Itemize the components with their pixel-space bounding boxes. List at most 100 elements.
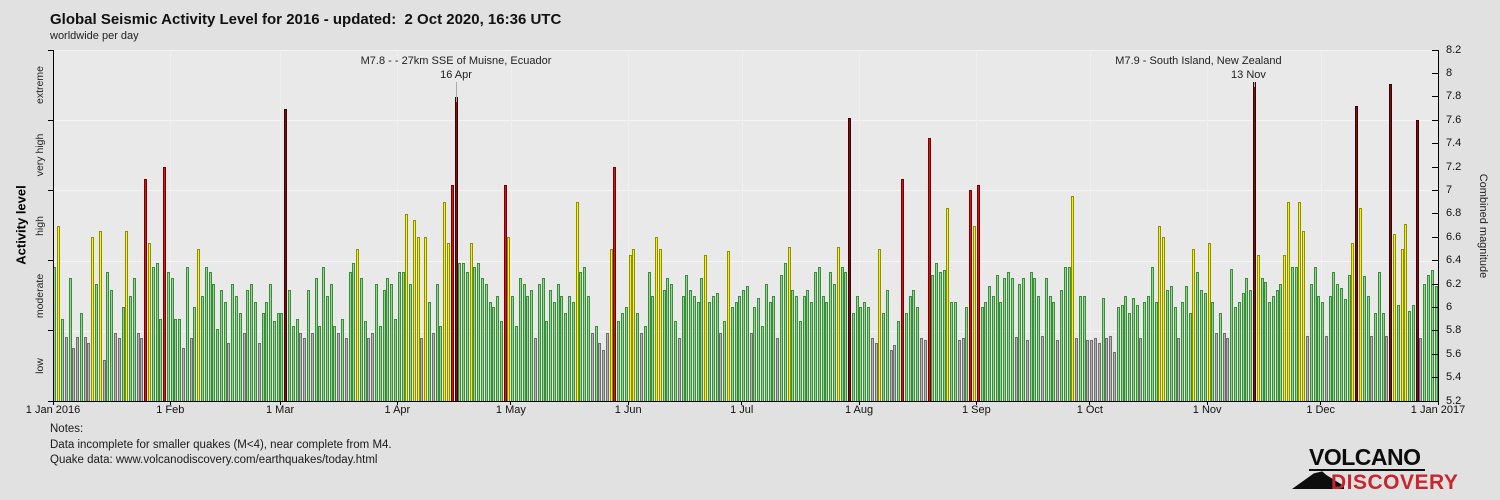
day-bar bbox=[666, 278, 670, 401]
day-bar bbox=[935, 262, 939, 401]
day-bar bbox=[1075, 337, 1079, 401]
day-bar bbox=[1226, 337, 1230, 401]
logo-underline bbox=[1309, 469, 1425, 471]
day-bar bbox=[204, 266, 208, 401]
day-bar bbox=[1374, 313, 1378, 401]
x-tick-label: 1 May bbox=[495, 404, 526, 416]
bottom-axis-line bbox=[53, 401, 1439, 402]
month-gridline bbox=[280, 50, 282, 401]
day-bar bbox=[314, 278, 318, 401]
day-bar bbox=[397, 272, 401, 401]
day-bar bbox=[446, 243, 450, 401]
day-bar bbox=[938, 272, 942, 401]
day-bar bbox=[1324, 335, 1328, 401]
x-tick-label: 1 Apr bbox=[384, 404, 411, 416]
day-bar bbox=[961, 337, 965, 401]
day-bar bbox=[844, 272, 848, 401]
right-axis-tick bbox=[1432, 143, 1439, 145]
day-bar bbox=[1358, 208, 1362, 401]
month-gridline bbox=[1089, 50, 1091, 401]
x-axis-tick bbox=[1206, 401, 1208, 405]
day-bar bbox=[1033, 278, 1037, 401]
x-tick-label: 1 Dec bbox=[1306, 404, 1336, 416]
day-bar bbox=[1256, 254, 1260, 401]
day-bar bbox=[549, 289, 553, 401]
day-bar bbox=[242, 333, 246, 401]
month-gridline bbox=[1320, 50, 1322, 401]
day-bar bbox=[749, 333, 753, 401]
day-bar bbox=[897, 321, 901, 401]
day-bar bbox=[469, 243, 473, 401]
day-bar bbox=[893, 344, 897, 401]
day-bar bbox=[541, 278, 545, 401]
day-bar bbox=[976, 184, 980, 401]
day-bar bbox=[1411, 305, 1415, 401]
day-bar bbox=[734, 301, 738, 401]
x-tick-label: 1 Jan 2017 bbox=[1410, 404, 1466, 416]
day-bar bbox=[723, 321, 727, 401]
day-bar bbox=[356, 248, 360, 401]
day-bar bbox=[745, 286, 749, 401]
gridline bbox=[53, 330, 1438, 332]
annotation-connector-line bbox=[1253, 82, 1255, 87]
day-bar bbox=[1014, 336, 1018, 401]
day-bar bbox=[624, 307, 628, 401]
day-bar bbox=[83, 336, 87, 401]
day-bar bbox=[91, 237, 95, 401]
day-bar bbox=[310, 333, 314, 401]
day-bar bbox=[1275, 289, 1279, 401]
day-bar bbox=[401, 272, 405, 401]
day-bar bbox=[1094, 337, 1098, 401]
annotation-event-label: M7.9 - South Island, New Zealand bbox=[1115, 55, 1282, 67]
day-bar bbox=[1355, 106, 1359, 401]
day-bar bbox=[496, 295, 500, 401]
right-axis-tick bbox=[1432, 166, 1439, 168]
day-bar bbox=[643, 326, 647, 401]
day-bar bbox=[1154, 301, 1158, 401]
right-axis-tick bbox=[1432, 377, 1439, 379]
day-bar bbox=[730, 307, 734, 401]
day-bar bbox=[874, 342, 878, 401]
day-bar bbox=[674, 321, 677, 401]
day-bar bbox=[814, 272, 817, 401]
day-bar bbox=[1366, 295, 1370, 401]
volcanodiscovery-logo: VOLCANO DISCOVERY bbox=[1292, 444, 1467, 496]
day-bar bbox=[1309, 284, 1313, 401]
day-bar bbox=[1063, 266, 1067, 401]
day-bar bbox=[768, 301, 772, 401]
day-bar bbox=[276, 313, 280, 401]
day-bar bbox=[337, 333, 341, 401]
month-gridline bbox=[859, 50, 861, 401]
day-bar bbox=[1165, 289, 1169, 401]
day-bar bbox=[238, 313, 242, 401]
day-bar bbox=[1313, 266, 1317, 401]
x-axis-tick bbox=[1089, 401, 1091, 405]
day-bar bbox=[443, 202, 447, 401]
left-axis-tick bbox=[48, 119, 54, 121]
day-bar bbox=[621, 313, 625, 401]
day-bar bbox=[700, 278, 704, 401]
day-bar bbox=[912, 289, 916, 401]
day-bar bbox=[174, 319, 178, 401]
day-bar bbox=[1162, 237, 1166, 401]
day-bar bbox=[1222, 333, 1226, 401]
day-bar bbox=[322, 266, 326, 401]
month-gridline bbox=[397, 50, 399, 401]
day-bar bbox=[1044, 278, 1048, 401]
day-bar bbox=[257, 342, 261, 401]
day-bar bbox=[390, 284, 394, 401]
day-bar bbox=[632, 248, 636, 401]
day-bar bbox=[132, 278, 136, 401]
x-axis-tick bbox=[169, 401, 171, 405]
day-bar bbox=[182, 348, 186, 401]
day-bar bbox=[1135, 305, 1139, 401]
day-bar bbox=[636, 313, 640, 401]
day-bar bbox=[1351, 243, 1355, 401]
day-bar bbox=[462, 262, 466, 401]
day-bar bbox=[817, 266, 821, 401]
day-bar bbox=[1215, 333, 1219, 401]
day-bar bbox=[1419, 337, 1423, 401]
day-bar bbox=[639, 333, 643, 401]
day-bar bbox=[269, 284, 273, 401]
day-bar bbox=[836, 246, 840, 401]
